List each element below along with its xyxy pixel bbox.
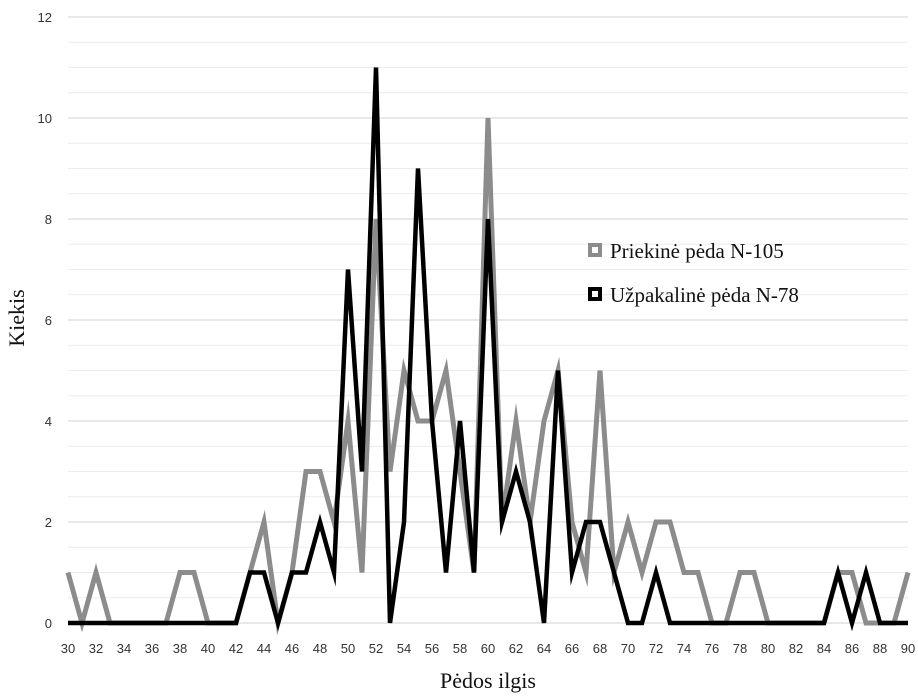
gridlines: [68, 16, 908, 624]
x-tick-label: 36: [145, 641, 159, 656]
x-tick-label: 64: [537, 641, 551, 656]
x-axis-title: Pėdos ilgis: [440, 668, 536, 693]
y-tick-label: 0: [45, 616, 52, 631]
x-tick-label: 76: [705, 641, 719, 656]
y-tick-label: 12: [38, 10, 52, 25]
x-tick-label: 88: [873, 641, 887, 656]
y-axis-title: Kiekis: [4, 289, 29, 346]
x-tick-label: 84: [817, 641, 831, 656]
x-tick-label: 30: [61, 641, 75, 656]
x-tick-label: 80: [761, 641, 775, 656]
x-tick-label: 44: [257, 641, 271, 656]
legend-swatch-priekine: [588, 243, 602, 257]
x-tick-label: 32: [89, 641, 103, 656]
legend: Priekinė pėda N-105 Užpakalinė pėda N-78: [588, 239, 799, 307]
series-lines: [65, 67, 911, 636]
x-tick-label: 48: [313, 641, 327, 656]
legend-swatch-uzpakaline: [588, 287, 602, 301]
x-tick-label: 52: [369, 641, 383, 656]
x-tick-label: 38: [173, 641, 187, 656]
x-tick-label: 56: [425, 641, 439, 656]
y-tick-label: 6: [45, 313, 52, 328]
x-tick-label: 34: [117, 641, 131, 656]
x-tick-label: 74: [677, 641, 691, 656]
legend-label-priekine: Priekinė pėda N-105: [610, 239, 784, 263]
x-tick-label: 60: [481, 641, 495, 656]
y-tick-labels: 0 2 4 6 8 10 12: [38, 10, 52, 631]
legend-label-uzpakaline: Užpakalinė pėda N-78: [610, 283, 799, 307]
y-tick-label: 10: [38, 111, 52, 126]
x-tick-label: 68: [593, 641, 607, 656]
x-tick-label: 78: [733, 641, 747, 656]
x-tick-label: 50: [341, 641, 355, 656]
x-tick-labels: 30 32 34 36 38 40 42 44 46 48 50 52 54 56 58 60 62 64 66 68…: [61, 641, 915, 656]
x-tick-label: 66: [565, 641, 579, 656]
x-tick-label: 46: [285, 641, 299, 656]
x-tick-label: 72: [649, 641, 663, 656]
y-tick-label: 8: [45, 212, 52, 227]
x-tick-label: 62: [509, 641, 523, 656]
y-tick-label: 4: [45, 414, 52, 429]
x-tick-label: 40: [201, 641, 215, 656]
x-tick-label: 70: [621, 641, 635, 656]
series-line-uzpakaline: [68, 67, 908, 632]
x-tick-label: 82: [789, 641, 803, 656]
x-tick-label: 86: [845, 641, 859, 656]
x-tick-label: 58: [453, 641, 467, 656]
y-tick-label: 2: [45, 515, 52, 530]
x-tick-label: 42: [229, 641, 243, 656]
x-tick-label: 90: [901, 641, 915, 656]
x-tick-label: 54: [397, 641, 411, 656]
